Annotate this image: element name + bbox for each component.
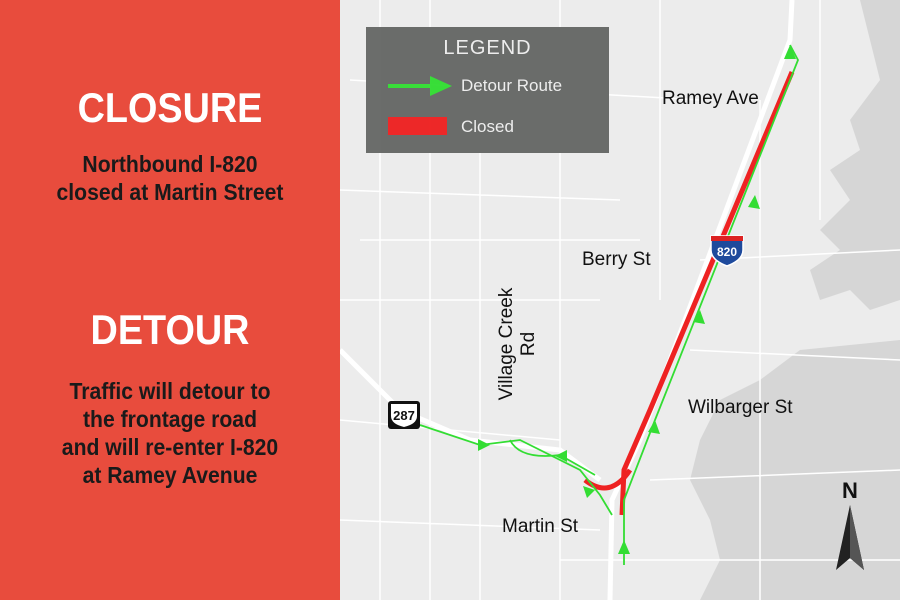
label-village-creek: Village Creek Rd [496, 287, 539, 401]
detour-line-1: Traffic will detour to [69, 378, 271, 404]
detour-line-3: and will re-enter I-820 [61, 434, 279, 460]
north-label: N [842, 478, 858, 503]
major-roads [340, 0, 795, 600]
detour-line-4: at Ramey Avenue [82, 462, 258, 488]
legend-detour-label: Detour Route [461, 76, 563, 95]
legend-title: LEGEND [443, 37, 532, 59]
detour-arrows [478, 45, 796, 554]
legend: LEGEND Detour Route Closed [366, 27, 609, 153]
closure-title: CLOSURE [77, 84, 263, 131]
closure-line-2: closed at Martin Street [56, 179, 284, 205]
label-ramey: Ramey Ave [662, 88, 759, 109]
north-arrow-icon: N [836, 478, 864, 570]
label-martin: Martin St [502, 516, 579, 537]
us-number: 287 [393, 408, 415, 423]
legend-closed-label: Closed [461, 117, 514, 136]
closure-line-1: Northbound I-820 [82, 151, 258, 177]
interstate-shield-icon: 820 [710, 235, 744, 267]
interstate-number: 820 [717, 245, 737, 259]
label-berry: Berry St [582, 249, 651, 270]
us-shield-icon: 287 [388, 401, 420, 429]
red-bar-icon [388, 117, 447, 135]
green-arrow-icon [388, 76, 452, 96]
label-wilbarger: Wilbarger St [688, 397, 793, 418]
detour-title: DETOUR [90, 306, 250, 353]
map: 820 287 N [340, 0, 900, 600]
info-panel: CLOSURE Northbound I-820 closed at Marti… [0, 0, 340, 600]
detour-line-2: the frontage road [83, 406, 257, 432]
